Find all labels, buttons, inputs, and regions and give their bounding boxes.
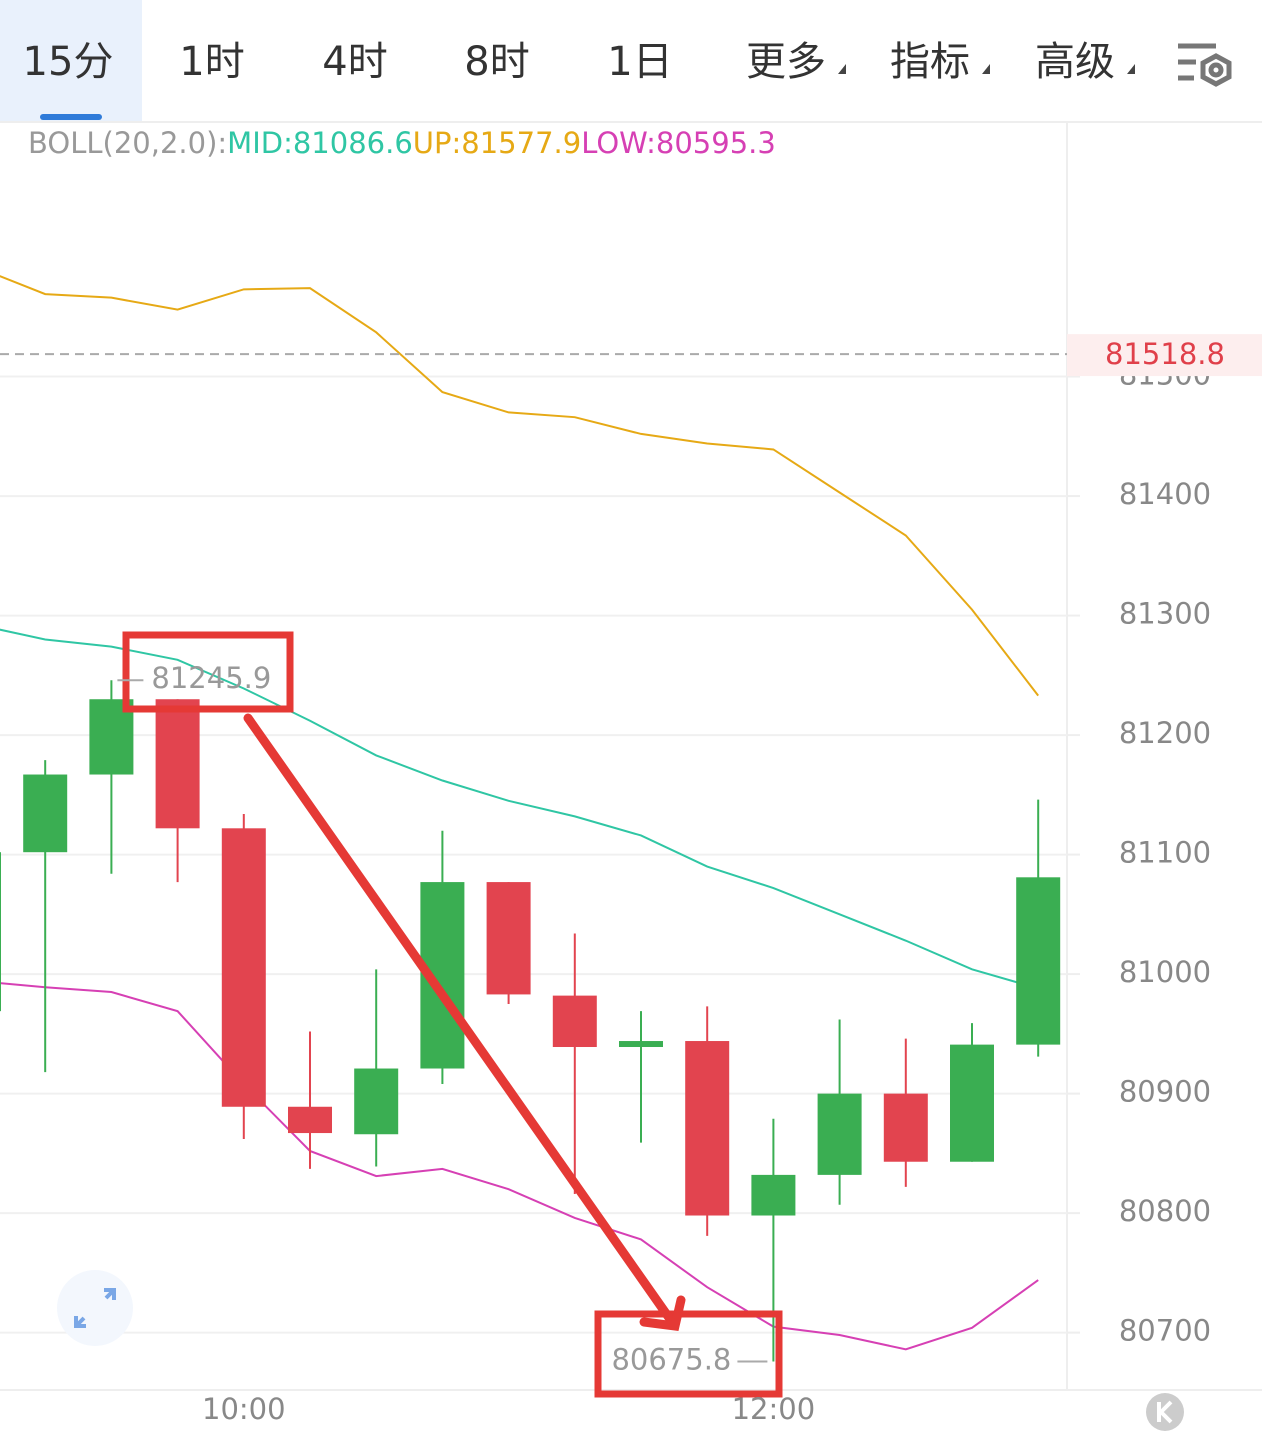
settings-icon[interactable] bbox=[1178, 43, 1232, 87]
candle-body bbox=[288, 1106, 332, 1134]
tab[interactable]: 8时 bbox=[464, 39, 529, 85]
active-tab-bg bbox=[0, 0, 142, 122]
candle-body bbox=[685, 1041, 730, 1216]
tab[interactable]: 15分 bbox=[23, 39, 114, 85]
y-tick-label: 81200 bbox=[1119, 716, 1211, 750]
tab[interactable]: 更多 bbox=[746, 39, 826, 85]
tab[interactable]: 1时 bbox=[179, 39, 244, 85]
y-tick-label: 81000 bbox=[1119, 955, 1211, 989]
candle-body bbox=[0, 852, 1, 1012]
candle-body bbox=[552, 995, 597, 1048]
indicator-legend: BOLL(20,2.0):MID:81086.6UP:81577.9LOW:80… bbox=[28, 126, 776, 160]
candle-body bbox=[619, 1041, 663, 1048]
legend-entry: MID:81086.6 bbox=[227, 126, 413, 160]
boll-line bbox=[0, 982, 1039, 1351]
candle-body bbox=[155, 699, 200, 829]
min-label: 80675.8 bbox=[611, 1343, 731, 1377]
annotation-box bbox=[122, 631, 783, 1398]
tab[interactable]: 指标 bbox=[890, 39, 970, 85]
annotation-arrow bbox=[243, 713, 686, 1331]
last-price-label: 81518.8 bbox=[1105, 337, 1225, 371]
tab[interactable]: 1日 bbox=[607, 39, 672, 85]
candle-body bbox=[751, 1174, 796, 1216]
tab[interactable]: 4时 bbox=[322, 39, 387, 85]
candle-body bbox=[354, 1068, 399, 1135]
candle-body bbox=[883, 1093, 928, 1162]
last-price-box bbox=[1067, 334, 1262, 377]
boll-line bbox=[0, 275, 1039, 697]
y-tick-label: 80700 bbox=[1119, 1314, 1211, 1348]
y-tick-label: 80900 bbox=[1119, 1075, 1211, 1109]
candle-body bbox=[23, 774, 68, 853]
active-tab-indicator bbox=[40, 114, 102, 120]
tab[interactable]: 高级 bbox=[1035, 39, 1115, 85]
dropdown-caret bbox=[982, 64, 990, 74]
candle-body bbox=[1016, 877, 1061, 1045]
y-tick-label: 81300 bbox=[1119, 597, 1211, 631]
dropdown-caret bbox=[1127, 64, 1135, 74]
boll-line bbox=[0, 628, 1039, 990]
x-tick-label: 12:00 bbox=[732, 1392, 816, 1426]
x-tick-label: 10:00 bbox=[202, 1392, 286, 1426]
candle-body bbox=[486, 882, 531, 995]
y-tick-label: 81400 bbox=[1119, 477, 1211, 511]
candle-body bbox=[221, 828, 266, 1107]
candle-body bbox=[817, 1093, 862, 1175]
candle-body bbox=[950, 1044, 994, 1162]
legend-entry: UP:81577.9 bbox=[413, 126, 581, 160]
y-tick-label: 81100 bbox=[1119, 836, 1211, 870]
indicator-name: BOLL(20,2.0): bbox=[28, 126, 227, 160]
dropdown-caret bbox=[838, 64, 846, 74]
legend-entry: LOW:80595.3 bbox=[581, 126, 776, 160]
max-label: 81245.9 bbox=[151, 661, 271, 695]
y-tick-label: 80800 bbox=[1119, 1194, 1211, 1228]
expand-button[interactable] bbox=[57, 1270, 133, 1346]
k-button[interactable] bbox=[1146, 1393, 1184, 1431]
